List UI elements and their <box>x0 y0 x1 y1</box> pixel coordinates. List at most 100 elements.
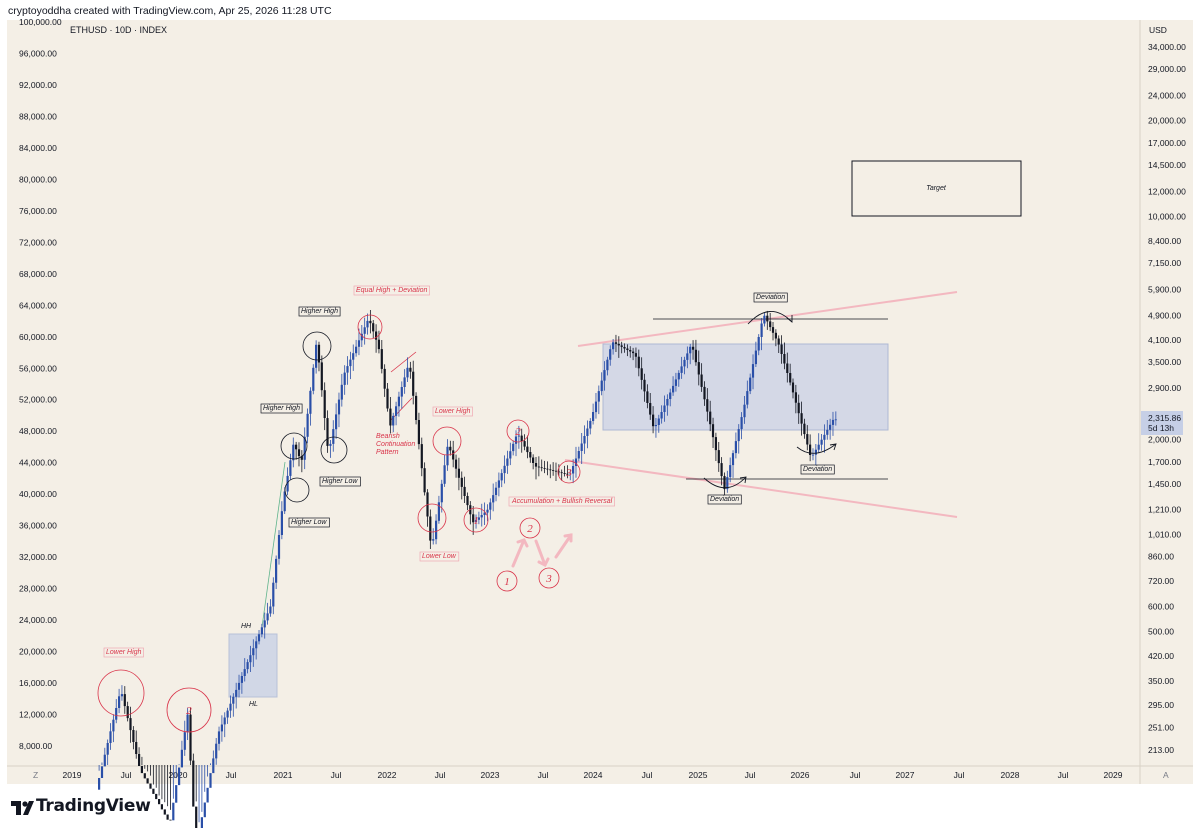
candle-body <box>166 814 169 820</box>
label-frame <box>353 285 430 296</box>
candle-body <box>109 731 112 743</box>
label-hl: HL <box>249 701 258 708</box>
last-price-value: 2,315.86 <box>1148 413 1181 423</box>
candle-body <box>657 418 660 425</box>
candle-body <box>603 370 606 381</box>
circle-equal-high <box>357 314 383 340</box>
right-axis-tick: 10,000.00 <box>1148 212 1186 222</box>
candle-body <box>243 669 246 676</box>
wave-label: 2 <box>527 523 533 535</box>
candle-body <box>389 408 392 426</box>
right-axis-tick: 7,150.00 <box>1148 258 1181 268</box>
left-axis-tick: 44,000.00 <box>19 458 57 468</box>
arc-bottom-head <box>739 476 747 484</box>
candle-body <box>266 613 269 621</box>
candle-body <box>360 333 363 341</box>
candle-body <box>440 483 443 503</box>
arrow-head-3 <box>563 533 573 543</box>
candle-body <box>215 743 218 759</box>
label-frame <box>419 551 460 562</box>
time-axis-tick: Jul <box>331 770 342 780</box>
candle-body <box>380 349 383 369</box>
candle-body <box>340 384 343 400</box>
candle-body <box>463 486 466 496</box>
time-axis-tick: Jul <box>850 770 861 780</box>
candle-body <box>769 321 772 328</box>
candle-body <box>706 399 709 412</box>
candle-body <box>343 372 346 385</box>
candle-body <box>275 558 278 583</box>
candle-body <box>692 346 695 350</box>
candle-body <box>589 421 592 429</box>
candle-body <box>337 399 341 415</box>
candle-body <box>563 473 566 474</box>
left-axis-tick: 84,000.00 <box>19 143 57 153</box>
candle-body <box>123 694 126 707</box>
candle-body <box>192 760 195 807</box>
candle-body <box>252 648 255 656</box>
wave-label: 1 <box>473 515 479 527</box>
candle-body <box>751 364 755 378</box>
candle-body <box>183 732 186 750</box>
candle-body <box>517 435 520 437</box>
candle-body <box>494 487 498 495</box>
candle-body <box>637 356 640 369</box>
candle-body <box>355 346 358 354</box>
candle-body <box>694 349 697 363</box>
left-axis-tick: 100,000.00 <box>19 17 62 27</box>
candle-body <box>709 411 712 425</box>
candle-body <box>352 353 355 360</box>
candle-body <box>366 320 369 328</box>
candle-body <box>163 809 166 815</box>
candle-body <box>743 404 746 418</box>
candle-body <box>569 473 572 475</box>
right-axis-tick: 720.00 <box>1148 576 1174 586</box>
candle-body <box>543 468 546 469</box>
label-pattern: Pattern <box>376 449 399 456</box>
wave-label: 2 <box>515 426 521 438</box>
circle-legend-2 <box>519 517 541 539</box>
time-axis-tick: 2028 <box>1001 770 1020 780</box>
candle-body <box>620 345 623 347</box>
candle-body <box>332 429 335 444</box>
label-frame <box>800 464 835 475</box>
candle-body <box>257 634 261 642</box>
arc-top-head <box>786 315 793 323</box>
candle-body <box>683 359 686 367</box>
candle-body <box>797 402 800 414</box>
candle-body <box>223 717 226 725</box>
time-axis-tick: Jul <box>1058 770 1069 780</box>
candle-body <box>457 468 460 478</box>
time-axis-tick: 2029 <box>1104 770 1123 780</box>
candle-body <box>617 343 620 346</box>
time-axis-tick: Jul <box>121 770 132 780</box>
time-axis-tick: Jul <box>435 770 446 780</box>
time-axis-corner[interactable]: A <box>1163 770 1169 780</box>
candle-body <box>375 331 378 340</box>
candle-body <box>523 441 526 447</box>
time-axis-corner[interactable]: Z <box>33 770 38 780</box>
candle-body <box>826 429 829 435</box>
candle-body <box>583 436 586 444</box>
brand-name[interactable]: TradingView <box>36 796 151 816</box>
symbol-title[interactable]: ETHUSD · 10D · INDEX <box>70 25 167 35</box>
countdown-value: 5d 13h <box>1148 423 1174 433</box>
candle-body <box>546 468 549 470</box>
candle-body <box>309 390 312 414</box>
candle-body <box>403 377 406 387</box>
wave-numbers: 2 1 2 3 2 1 3 <box>186 426 572 717</box>
left-axis-tick: 24,000.00 <box>19 615 57 625</box>
circle-wave-3 <box>557 460 581 484</box>
candle-body <box>560 472 563 474</box>
candle-body <box>711 424 715 438</box>
right-axis-tick: 2,900.00 <box>1148 383 1181 393</box>
time-axis[interactable]: 2019Jul2020Jul2021Jul2022Jul2023Jul2024J… <box>33 770 1169 780</box>
left-axis-tick: 12,000.00 <box>19 710 57 720</box>
candle-body <box>303 436 306 460</box>
left-axis-tick: 76,000.00 <box>19 206 57 216</box>
candle-body <box>674 379 677 386</box>
arrow-up-1 <box>511 538 526 568</box>
last-price-tag[interactable]: 2,315.86 5d 13h <box>1141 411 1183 435</box>
label-accumulation: Accumulation + Bullish Reversal <box>511 498 613 505</box>
candle-body <box>126 706 129 719</box>
